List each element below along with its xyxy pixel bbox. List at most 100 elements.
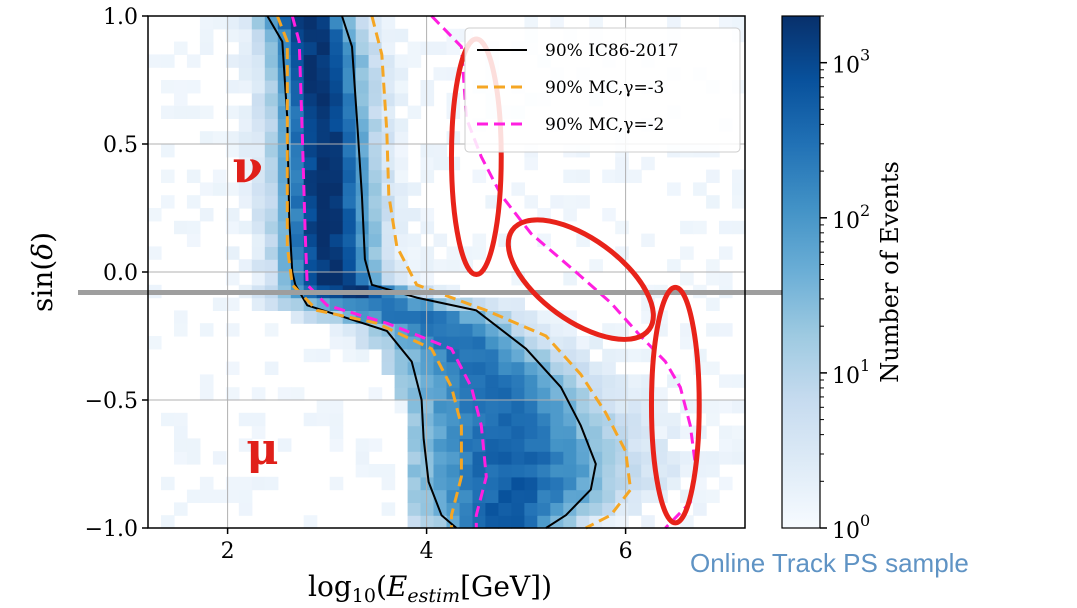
heatmap-cell xyxy=(238,502,253,516)
heatmap-cell xyxy=(251,144,266,158)
heatmap-cell xyxy=(316,208,331,222)
heatmap-cell xyxy=(355,16,370,30)
heatmap-cell xyxy=(498,451,512,465)
heatmap-cell xyxy=(472,233,487,247)
heatmap-cell xyxy=(524,387,538,401)
heatmap-cell xyxy=(732,195,746,209)
heatmap-cell xyxy=(719,438,733,452)
heatmap-cell xyxy=(342,336,357,350)
heatmap-cell xyxy=(394,118,409,132)
heatmap-cell xyxy=(174,41,188,55)
heatmap-cell xyxy=(446,464,461,478)
heatmap-cell xyxy=(264,361,279,375)
heatmap-cell xyxy=(706,323,720,337)
heatmap-cell xyxy=(667,16,681,30)
heatmap-cell xyxy=(589,361,603,375)
heatmap-cell xyxy=(368,246,383,260)
annotation-label: μ xyxy=(246,424,278,475)
heatmap-cell xyxy=(706,412,720,427)
heatmap-cell xyxy=(368,336,383,350)
heatmap-cell xyxy=(641,476,655,491)
heatmap-cell xyxy=(161,195,175,209)
heatmap-cell xyxy=(680,323,694,337)
heatmap-cell xyxy=(251,67,266,81)
heatmap-cell xyxy=(511,489,525,503)
heatmap-cell xyxy=(264,476,279,491)
heatmap-cell xyxy=(381,336,396,350)
heatmap-cell xyxy=(394,92,409,107)
heatmap-cell xyxy=(576,464,590,478)
heatmap-cell xyxy=(420,323,435,337)
heatmap-cell xyxy=(355,28,370,43)
heatmap-cell xyxy=(524,451,538,465)
heatmap-cell xyxy=(550,476,564,491)
heatmap-cell xyxy=(355,118,370,132)
heatmap-cell xyxy=(316,297,331,311)
heatmap-cell xyxy=(706,489,720,503)
heatmap-cell xyxy=(511,425,525,439)
heatmap-cell xyxy=(355,246,370,260)
heatmap-cell xyxy=(732,220,746,235)
heatmap-cell xyxy=(433,67,448,81)
heatmap-cell xyxy=(446,246,461,260)
heatmap-cell xyxy=(485,412,499,427)
heatmap-cell xyxy=(394,182,409,196)
heatmap-cell xyxy=(732,438,746,452)
heatmap-cell xyxy=(563,323,577,337)
heatmap-cell xyxy=(485,361,499,375)
heatmap-cell xyxy=(693,220,707,235)
heatmap-cell xyxy=(433,374,448,388)
heatmap-cell xyxy=(420,387,435,401)
heatmap-cell xyxy=(316,105,331,119)
heatmap-cell xyxy=(329,246,344,260)
heatmap-cell xyxy=(329,144,344,158)
heatmap-cell xyxy=(277,438,292,452)
heatmap-cell xyxy=(368,297,383,311)
heatmap-cell xyxy=(407,336,422,350)
y-axis-label: sin(δ) xyxy=(26,232,59,312)
heatmap-cell xyxy=(615,156,629,171)
heatmap-cell xyxy=(472,400,487,414)
heatmap-cell xyxy=(563,169,577,183)
heatmap-cell xyxy=(303,412,318,427)
heatmap-cell xyxy=(329,400,344,414)
heatmap-cell xyxy=(381,361,396,375)
heatmap-cell xyxy=(342,169,357,183)
heatmap-cell xyxy=(706,259,720,273)
heatmap-cell xyxy=(264,208,279,222)
heatmap-cell xyxy=(394,361,409,375)
heatmap-cell xyxy=(394,220,409,235)
heatmap-cell xyxy=(368,105,383,119)
heatmap-cell xyxy=(407,348,422,363)
heatmap-cell xyxy=(238,144,253,158)
heatmap-cell xyxy=(355,336,370,350)
heatmap-cell xyxy=(615,348,629,363)
heatmap-cell xyxy=(381,28,396,43)
heatmap-cell xyxy=(381,476,396,491)
heatmap-cell xyxy=(589,489,603,503)
heatmap-cell xyxy=(550,489,564,503)
heatmap-cell xyxy=(212,489,227,503)
heatmap-cell xyxy=(186,80,201,94)
heatmap-cell xyxy=(628,451,642,465)
heatmap-cell xyxy=(394,156,409,171)
heatmap-cell xyxy=(693,502,707,516)
heatmap-cell xyxy=(667,464,681,478)
heatmap-cell xyxy=(316,348,331,363)
heatmap-cell xyxy=(485,464,499,478)
heatmap-cell xyxy=(264,220,279,235)
heatmap-cell xyxy=(706,464,720,478)
heatmap-cell xyxy=(303,105,318,119)
heatmap-cell xyxy=(238,16,253,30)
colorbar-tick-label: 101 xyxy=(832,356,870,389)
heatmap-cell xyxy=(251,169,266,183)
heatmap-cell xyxy=(420,220,435,235)
colorbar-tick-label: 100 xyxy=(832,511,870,544)
heatmap-cell xyxy=(420,92,435,107)
heatmap-cell xyxy=(524,438,538,452)
heatmap-cell xyxy=(381,464,396,478)
heatmap-cell xyxy=(368,438,383,452)
heatmap-cell xyxy=(368,169,383,183)
heatmap-cell xyxy=(381,156,396,171)
heatmap-cell xyxy=(355,92,370,107)
